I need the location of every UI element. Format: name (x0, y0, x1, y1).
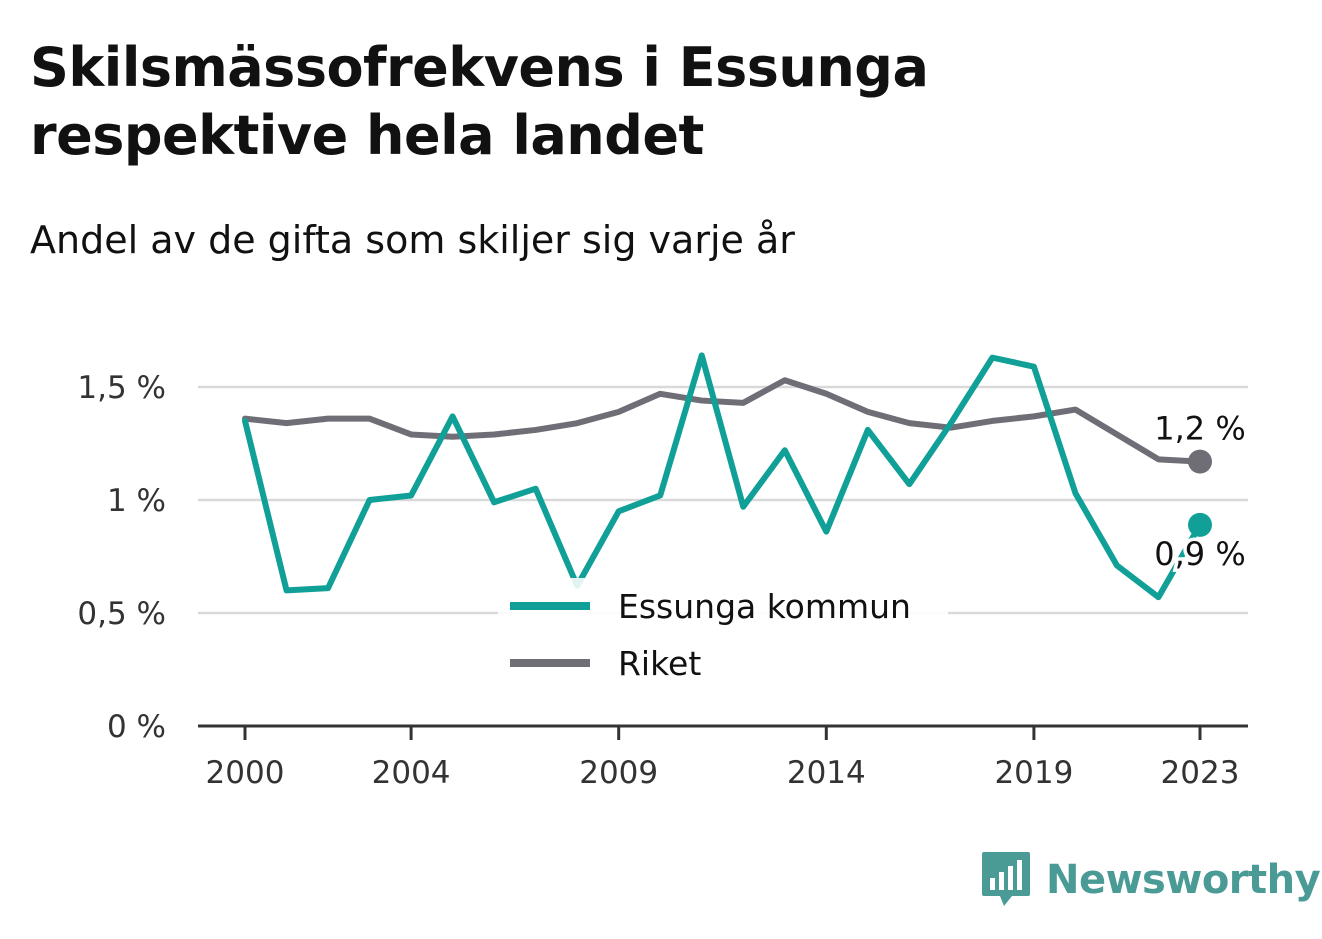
x-tick-label: 2000 (206, 755, 285, 791)
x-tick-label: 2009 (579, 755, 658, 791)
x-tick-label: 2023 (1161, 755, 1240, 791)
legend-label-riket: Riket (618, 644, 701, 683)
y-tick-label: 1 % (107, 483, 166, 519)
legend-label-essunga: Essunga kommun (618, 587, 911, 626)
chart-subtitle: Andel av de gifta som skiljer sig varje … (30, 218, 795, 262)
series-line-riket (242, 377, 1203, 465)
y-tick-label: 0 % (107, 709, 166, 745)
newsworthy-logo-text: Newsworthy (1046, 857, 1321, 903)
y-tick-label: 0,5 % (77, 596, 166, 632)
x-tick-label: 2014 (787, 755, 866, 791)
end-label-riket: 1,2 % (1154, 410, 1245, 448)
end-point-riket (1188, 449, 1212, 474)
legend-background (498, 578, 948, 690)
x-tick-label: 2004 (372, 755, 451, 791)
series-line-essunga (242, 352, 1203, 601)
end-label-essunga: 0,9 % (1154, 535, 1245, 573)
end-point-essunga (1188, 512, 1212, 537)
chart-title: Skilsmässofrekvens i Essunga respektive … (30, 36, 929, 167)
y-tick-label: 1,5 % (77, 370, 166, 406)
newsworthy-logo-icon (982, 852, 1030, 906)
newsworthy-logo: Newsworthy (980, 850, 1321, 910)
x-tick-label: 2019 (994, 755, 1073, 791)
